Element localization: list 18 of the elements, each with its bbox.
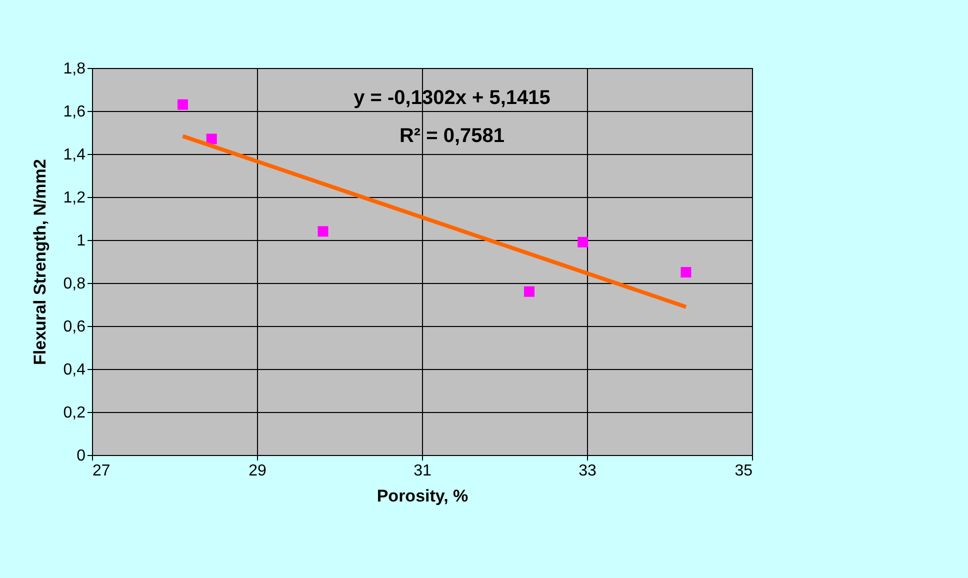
y-tick-label: 0 <box>76 448 86 464</box>
x-tick-label: 31 <box>414 462 432 480</box>
x-tick-label: 35 <box>734 462 753 480</box>
x-axis-title: Porosity, % <box>376 486 468 506</box>
annotation: R² = 0,7581 <box>399 125 505 147</box>
y-tick-label: 0,8 <box>63 276 86 292</box>
y-tick-label: 1,6 <box>63 104 86 120</box>
x-tick-label: 29 <box>248 462 266 480</box>
y-tick-label: 0,6 <box>63 318 86 336</box>
y-tick-label: 1,8 <box>63 60 86 78</box>
x-tick-label: 33 <box>578 462 596 480</box>
x-tick-label: 27 <box>92 462 110 480</box>
y-tick-label: 1 <box>76 232 86 250</box>
y-tick-label: 0,4 <box>63 362 86 378</box>
y-axis-title: Flexural Strength, N/mm2 <box>30 159 50 365</box>
y-tick-label: 0,2 <box>63 404 86 422</box>
y-tick-label: 1,2 <box>63 190 86 206</box>
y-tick-label: 1,4 <box>63 146 86 164</box>
